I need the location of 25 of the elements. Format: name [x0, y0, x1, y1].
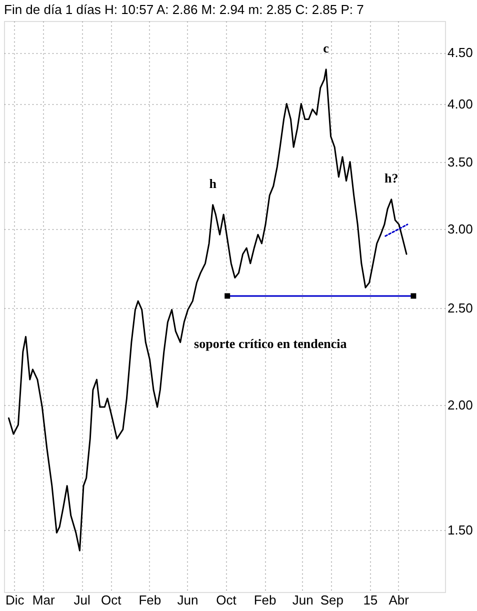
x-tick-label: Feb: [254, 592, 276, 608]
y-tick-label: 4.50: [448, 45, 473, 60]
x-tick-label: Feb: [138, 592, 162, 608]
x-tick-label: 15: [363, 592, 378, 608]
x-tick-label: Dic: [6, 592, 25, 608]
x-tick-label: Oct: [216, 592, 237, 608]
y-tick-label: 3.00: [448, 221, 473, 236]
x-tick-label: Jun: [292, 592, 314, 608]
x-tick-label: Jun: [177, 592, 198, 608]
annotation: c: [323, 40, 330, 56]
x-tick-label: Oct: [101, 592, 122, 608]
y-tick-label: 1.50: [448, 522, 473, 538]
x-tick-label: Mar: [32, 592, 56, 608]
annotation: h?: [384, 170, 398, 186]
x-tick-label: Jul: [74, 592, 91, 608]
y-tick-label: 3.50: [448, 154, 473, 170]
y-tick-label: 2.50: [448, 300, 473, 316]
annotation: soporte crítico en tendencia: [194, 336, 348, 351]
annotation: h: [209, 176, 218, 191]
y-tick-label: 4.00: [448, 96, 473, 112]
y-tick-label: 2.00: [448, 397, 473, 412]
chart-title: Fin de día 1 días H: 10:57 A: 2.86 M: 2.94 m: 2.85 C: 2.85 P: 7: [4, 2, 364, 17]
line-series: [8, 68, 408, 552]
x-tick-label: Sep: [320, 592, 344, 608]
x-tick-label: Abr: [388, 592, 410, 608]
